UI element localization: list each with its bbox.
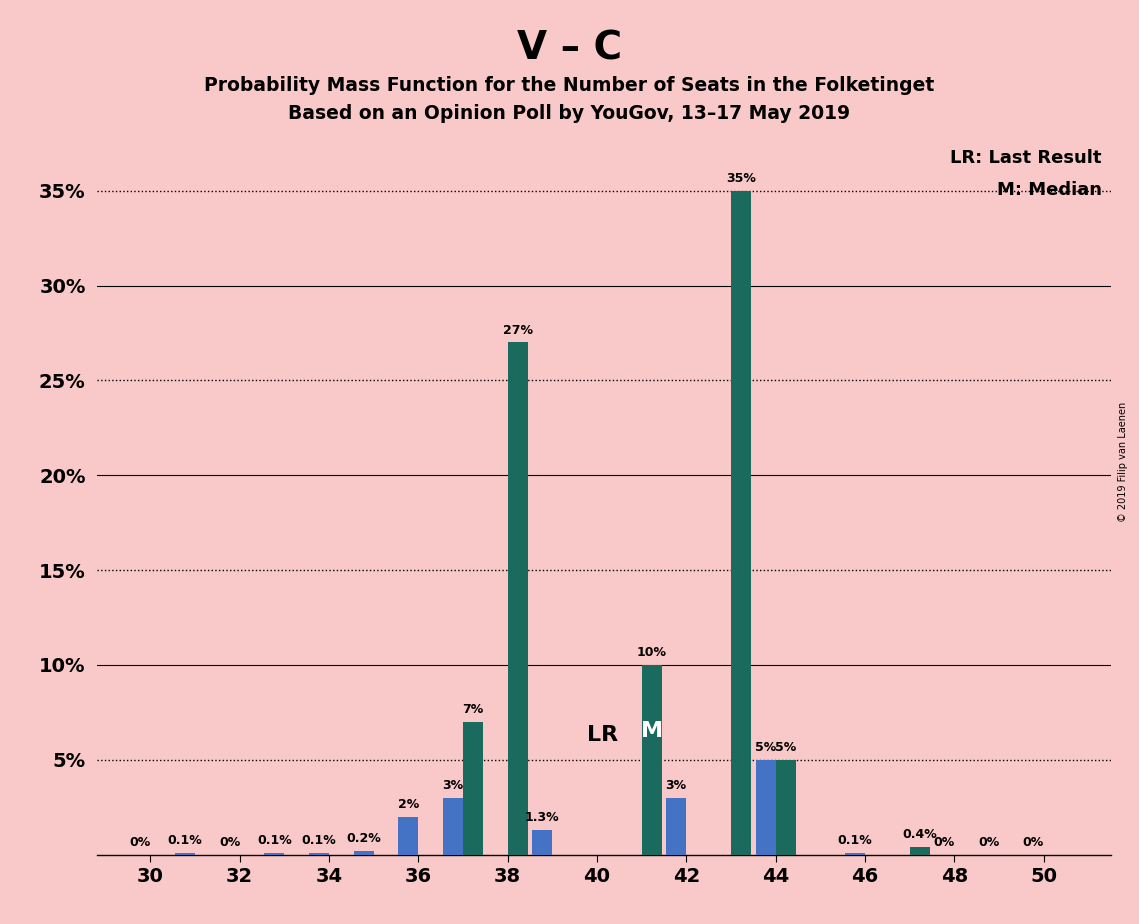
Text: 0.1%: 0.1% <box>837 834 872 847</box>
Bar <box>532 830 552 855</box>
Text: 3%: 3% <box>665 779 687 792</box>
Text: 0%: 0% <box>934 836 954 849</box>
Text: 5%: 5% <box>775 741 796 754</box>
Bar <box>755 760 776 855</box>
Bar <box>443 797 462 855</box>
Bar <box>175 853 195 855</box>
Text: Based on an Opinion Poll by YouGov, 13–17 May 2019: Based on an Opinion Poll by YouGov, 13–1… <box>288 104 851 124</box>
Bar <box>731 190 751 855</box>
Text: 0.4%: 0.4% <box>902 829 937 842</box>
Text: 35%: 35% <box>726 172 756 185</box>
Text: 0%: 0% <box>1023 836 1044 849</box>
Text: M: Median: M: Median <box>997 181 1101 200</box>
Bar <box>641 665 662 855</box>
Bar <box>264 853 285 855</box>
Text: 0.1%: 0.1% <box>167 834 203 847</box>
Text: 7%: 7% <box>462 703 484 716</box>
Bar <box>845 853 865 855</box>
Text: 0.1%: 0.1% <box>302 834 336 847</box>
Text: 0%: 0% <box>219 836 240 849</box>
Text: 0.1%: 0.1% <box>257 834 292 847</box>
Text: 3%: 3% <box>442 779 464 792</box>
Bar <box>309 853 329 855</box>
Text: LR: Last Result: LR: Last Result <box>950 149 1101 167</box>
Bar <box>399 817 418 855</box>
Bar <box>462 722 483 855</box>
Text: 0.2%: 0.2% <box>346 833 382 845</box>
Text: 0%: 0% <box>978 836 999 849</box>
Text: V – C: V – C <box>517 30 622 67</box>
Text: 10%: 10% <box>637 646 666 660</box>
Bar <box>910 847 929 855</box>
Bar <box>508 343 527 855</box>
Text: 2%: 2% <box>398 798 419 811</box>
Bar <box>353 851 374 855</box>
Text: 27%: 27% <box>502 323 533 336</box>
Text: © 2019 Filip van Laenen: © 2019 Filip van Laenen <box>1118 402 1128 522</box>
Bar <box>666 797 687 855</box>
Bar <box>776 760 796 855</box>
Text: M: M <box>640 721 663 741</box>
Text: 5%: 5% <box>755 741 776 754</box>
Text: LR: LR <box>587 724 618 745</box>
Text: 1.3%: 1.3% <box>525 811 559 824</box>
Text: Probability Mass Function for the Number of Seats in the Folketinget: Probability Mass Function for the Number… <box>204 76 935 95</box>
Text: 0%: 0% <box>130 836 151 849</box>
